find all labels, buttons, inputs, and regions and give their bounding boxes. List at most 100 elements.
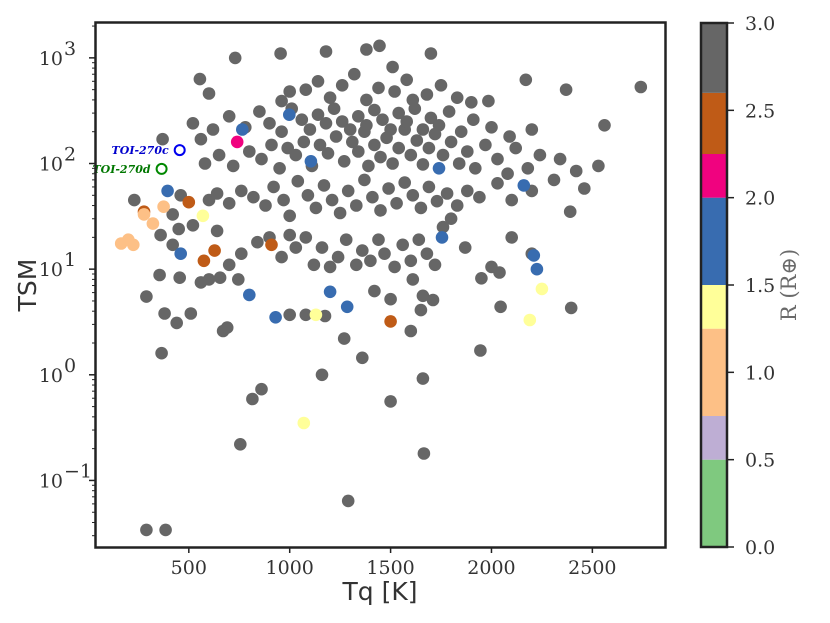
data-point-gray [222, 258, 236, 272]
data-point-gray [311, 108, 325, 121]
data-point-gray [404, 148, 418, 162]
data-point-gray [382, 182, 395, 195]
data-point-gray [598, 119, 611, 132]
data-point-gray [376, 113, 389, 126]
y-tick-label: 10 [39, 365, 63, 387]
data-point-gray [521, 162, 535, 175]
data-point-gray [501, 167, 514, 180]
data-point-gray [366, 190, 379, 204]
data-point-gray [386, 157, 399, 170]
data-point-gray [467, 113, 480, 126]
plot-frame [94, 21, 667, 549]
data-point-gray [458, 241, 472, 254]
data-point-gray [563, 205, 577, 218]
data-point-colored [304, 155, 318, 168]
data-point-gray [417, 447, 431, 460]
data-point-gray [569, 164, 583, 178]
data-point-colored [323, 285, 337, 299]
annotation-label: TOI-270d [92, 163, 150, 176]
data-point-gray [388, 85, 401, 98]
data-point-gray [404, 254, 418, 268]
data-point-gray [299, 308, 313, 322]
data-point-gray [559, 83, 573, 96]
data-point-colored [157, 200, 170, 213]
data-point-gray [274, 47, 287, 60]
x-tick-label: 1000 [266, 557, 314, 579]
data-point-gray [388, 260, 401, 274]
data-point-gray [406, 273, 420, 286]
data-point-gray [255, 152, 268, 166]
data-point-gray [213, 271, 227, 285]
data-point-gray [341, 184, 355, 198]
x-tick-label: 1500 [366, 557, 414, 579]
data-point-colored [535, 282, 549, 296]
data-point-gray [436, 148, 450, 162]
data-point-gray [430, 194, 444, 208]
data-point-gray [564, 301, 578, 315]
data-point-gray [396, 238, 410, 252]
data-point-gray [416, 123, 430, 136]
data-point-gray [255, 382, 268, 396]
colorbar-tick-label: 2.0 [745, 188, 775, 210]
data-point-gray [424, 111, 438, 125]
data-point-colored [197, 254, 211, 268]
data-point-gray [553, 152, 567, 166]
data-point-colored [230, 135, 244, 149]
data-point-gray [426, 293, 440, 307]
data-point-gray [226, 159, 240, 173]
data-point-gray [246, 392, 259, 406]
data-point-gray [220, 321, 234, 334]
data-point-gray [384, 395, 397, 408]
data-point-gray [299, 83, 313, 96]
data-point-gray [479, 138, 492, 152]
data-point-gray [509, 141, 522, 155]
data-point-gray [259, 199, 272, 212]
data-point-gray [206, 123, 220, 136]
data-point-gray [210, 187, 224, 200]
data-point-gray [315, 241, 329, 254]
data-point-gray [311, 75, 325, 88]
data-point-gray [198, 157, 212, 170]
data-point-gray [404, 324, 418, 338]
data-point-colored [265, 238, 278, 252]
colorbar-tick-label: 2.5 [745, 100, 775, 122]
data-point-gray [297, 135, 311, 149]
data-point-gray [374, 204, 387, 217]
data-point-gray [454, 125, 468, 138]
colorbar-tick-label: 0.0 [745, 537, 775, 559]
y-tick-exponent: 1 [64, 249, 76, 271]
data-point-gray [327, 102, 341, 115]
data-point-gray [283, 209, 297, 223]
data-point-gray [277, 193, 290, 207]
x-tick-label: 500 [171, 557, 207, 579]
data-point-gray [474, 344, 487, 357]
data-point-gray [360, 119, 373, 132]
data-point-gray [420, 88, 434, 101]
data-point-gray [289, 148, 303, 162]
data-point-gray [283, 85, 297, 98]
data-point-gray [374, 150, 387, 164]
data-point-gray [184, 307, 198, 320]
data-point-gray [364, 254, 377, 268]
data-point-gray [461, 145, 474, 158]
colorbar-tick-label: 1.5 [745, 275, 775, 297]
data-point-gray [414, 201, 428, 215]
data-point-gray [519, 73, 533, 87]
data-point-colored [243, 288, 256, 302]
data-point-gray [265, 138, 278, 152]
data-point-gray [313, 138, 327, 152]
data-point-gray [128, 193, 141, 207]
data-point-colored [146, 217, 160, 230]
colorbar-segment [701, 285, 727, 329]
data-point-gray [362, 159, 375, 173]
data-point-gray [473, 190, 486, 204]
data-point-gray [343, 123, 357, 136]
data-point-colored [523, 313, 537, 327]
data-point-gray [386, 60, 399, 74]
data-point-gray [337, 155, 351, 168]
colorbar-tick-label: 0.5 [745, 450, 775, 472]
data-point-gray [315, 368, 329, 382]
data-point-gray [422, 141, 436, 155]
